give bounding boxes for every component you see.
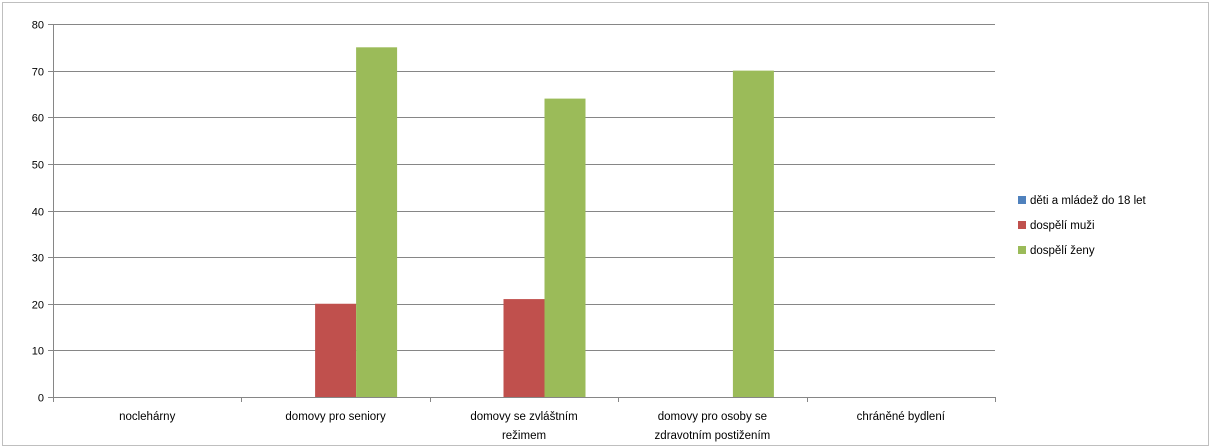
legend-swatch (1018, 196, 1026, 204)
x-category-label: domovy pro osoby se (658, 411, 767, 423)
bar (356, 47, 398, 397)
legend-label: dospělí muži (1030, 220, 1095, 232)
legend-swatch (1018, 246, 1026, 254)
legend-label: děti a mládež do 18 let (1030, 195, 1147, 207)
y-tick-label: 70 (32, 67, 44, 79)
x-category-label: režimem (502, 430, 546, 442)
x-category-label: noclehárny (119, 411, 176, 423)
legend-swatch (1018, 221, 1026, 229)
y-tick-label: 0 (38, 393, 44, 405)
y-tick-label: 20 (32, 300, 44, 312)
x-category-label: chráněné bydlení (857, 411, 946, 423)
y-tick-label: 50 (32, 160, 44, 172)
y-tick-label: 80 (32, 20, 44, 32)
bar (544, 98, 586, 397)
x-category-label: domovy pro seniory (285, 411, 386, 423)
bar (732, 70, 774, 397)
bar (315, 303, 357, 397)
legend-label: dospělí ženy (1030, 245, 1095, 257)
y-tick-label: 40 (32, 207, 44, 219)
y-tick-label: 60 (32, 113, 44, 125)
bar (503, 299, 545, 397)
x-category-label: domovy se zvláštním (470, 411, 577, 423)
y-tick-label: 10 (32, 346, 44, 358)
x-category-label: zdravotním postižením (655, 430, 771, 442)
y-tick-label: 30 (32, 253, 44, 265)
